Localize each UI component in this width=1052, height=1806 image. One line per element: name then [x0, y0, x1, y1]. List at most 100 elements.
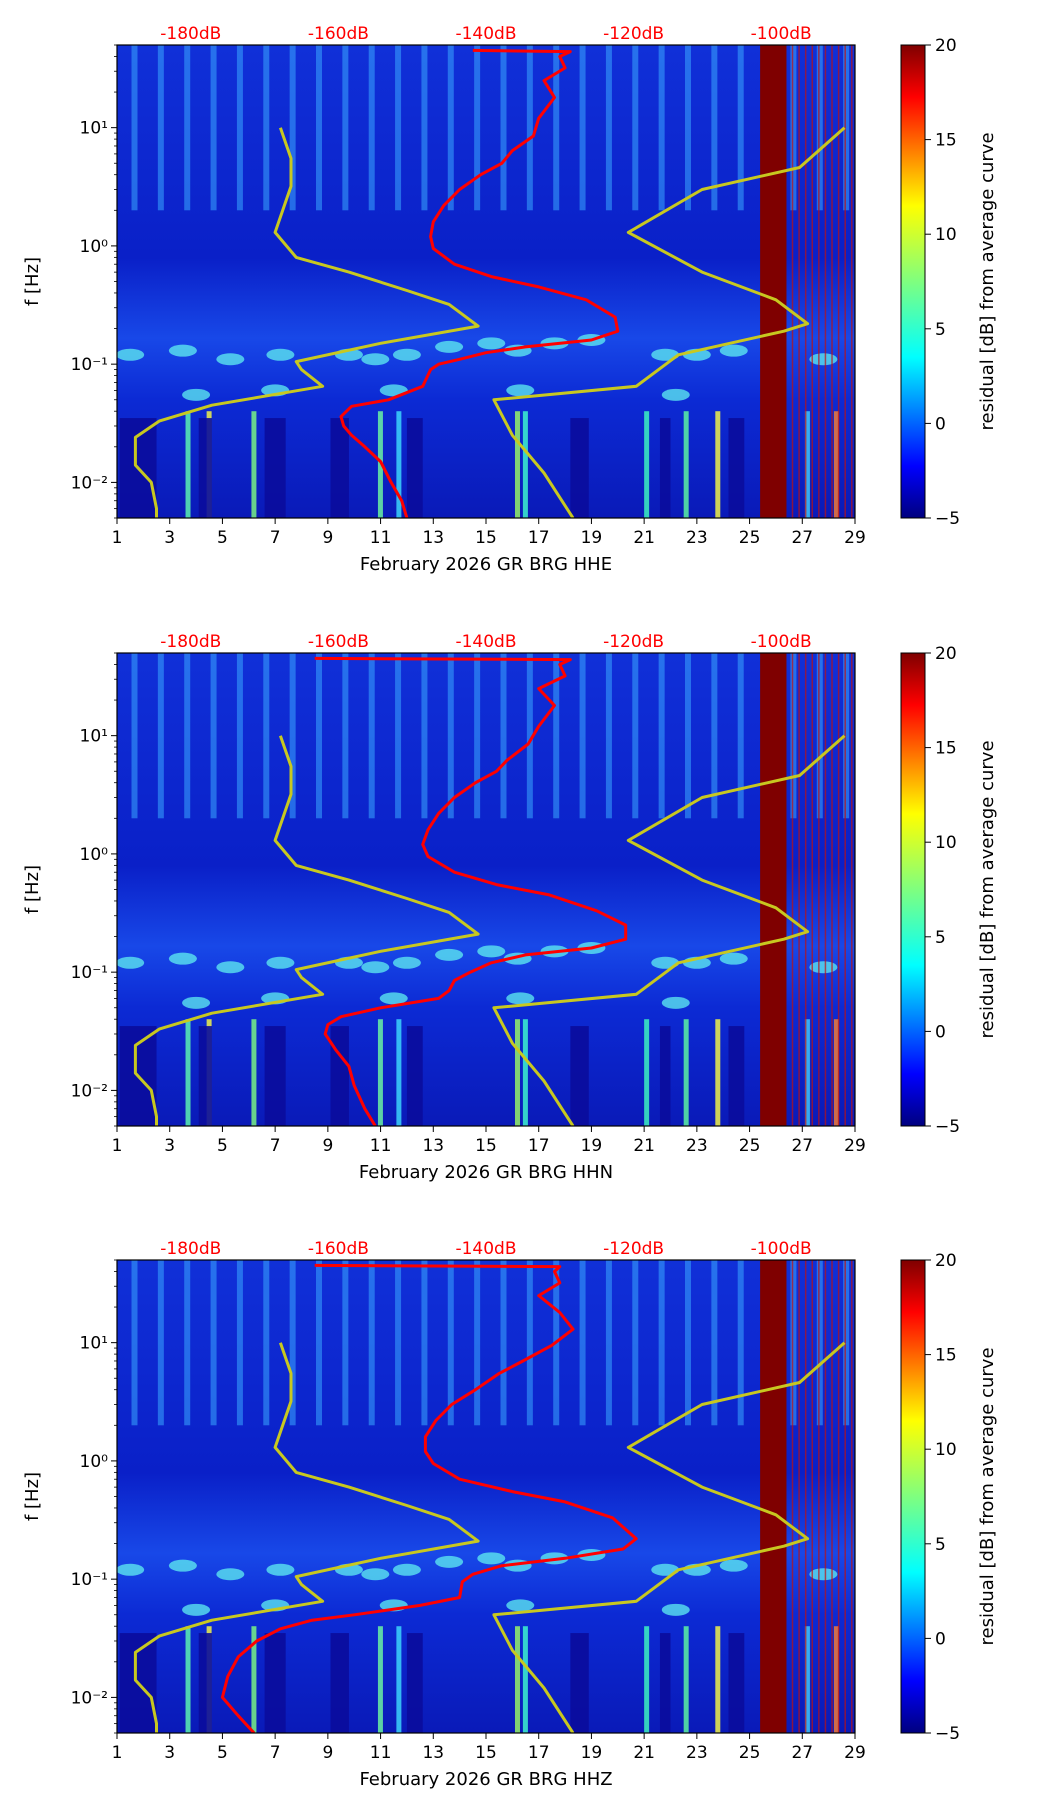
- noise-model-curve: [492, 126, 846, 518]
- microseism-blob: [117, 348, 145, 361]
- transient-column: [251, 411, 257, 518]
- daily-noise-stripe: [421, 653, 428, 819]
- quiet-band: [659, 1026, 671, 1126]
- x-tick-label: 17: [528, 1743, 550, 1763]
- saturated-trace: [798, 1260, 800, 1733]
- plot-area: [117, 653, 855, 1126]
- microseism-blob: [719, 952, 748, 965]
- daily-noise-stripe: [184, 1260, 191, 1426]
- saturated-trace: [818, 653, 820, 1126]
- saturated-trace: [844, 45, 846, 518]
- daily-noise-stripe: [210, 45, 217, 211]
- quiet-band: [198, 1026, 212, 1126]
- saturated-trace: [818, 1260, 820, 1733]
- daily-noise-stripe: [368, 1260, 375, 1426]
- quiet-band: [264, 1026, 286, 1126]
- microseism-blob: [216, 1568, 245, 1581]
- microseism-blob: [435, 340, 464, 353]
- quiet-band: [728, 1633, 745, 1733]
- transient-column: [522, 1019, 528, 1126]
- quiet-band: [406, 1026, 423, 1126]
- transient-column: [522, 411, 528, 518]
- x-tick-label: 9: [322, 528, 333, 548]
- saturated-trace: [824, 653, 827, 1126]
- colorbar-tick-label: 10: [935, 1440, 957, 1460]
- transient-column: [833, 1626, 839, 1733]
- noise-model-curve: [133, 735, 480, 1126]
- x-tick-label: 15: [475, 1743, 497, 1763]
- microseism-blob: [661, 1603, 690, 1616]
- transient-column: [396, 411, 402, 518]
- transient-column: [644, 1019, 650, 1126]
- db-scale-label: -160dB: [308, 1239, 369, 1259]
- saturated-trace: [798, 45, 800, 518]
- y-axis-label: f [Hz]: [22, 865, 43, 914]
- daily-noise-stripe: [474, 653, 481, 819]
- colorbar: [900, 652, 926, 1127]
- daily-noise-stripe: [579, 653, 586, 819]
- daily-noise-stripe: [843, 653, 850, 819]
- quiet-band: [570, 1633, 589, 1733]
- transient-column: [715, 411, 721, 518]
- x-tick-label: 19: [581, 528, 603, 548]
- colorbar-tick-label: 10: [935, 225, 957, 245]
- daily-noise-stripe: [737, 653, 744, 819]
- x-tick-label: 13: [422, 1743, 444, 1763]
- daily-noise-stripe: [816, 653, 823, 819]
- daily-noise-stripe: [157, 1260, 164, 1426]
- daily-noise-stripe: [500, 1260, 507, 1426]
- daily-noise-stripe: [500, 45, 507, 211]
- daily-noise-stripe: [131, 1260, 138, 1426]
- average-psd-curve: [314, 656, 628, 1126]
- microseism-blob: [506, 1599, 535, 1612]
- db-scale-label: -180dB: [160, 24, 221, 44]
- x-tick-label: 27: [791, 1743, 813, 1763]
- y-tick-label: 10⁰: [80, 1452, 109, 1472]
- daily-noise-stripe: [131, 653, 138, 819]
- x-tick-label: 1: [112, 528, 123, 548]
- x-tick-label: 19: [581, 1136, 603, 1156]
- daily-noise-stripe: [315, 653, 322, 819]
- microseism-blob: [661, 388, 690, 401]
- x-tick-label: 7: [270, 1136, 281, 1156]
- daily-noise-stripe: [526, 1260, 533, 1426]
- x-tick-label: 3: [164, 1136, 175, 1156]
- noise-model-curve: [133, 1342, 480, 1733]
- daily-noise-stripe: [236, 653, 243, 819]
- saturated-trace: [791, 653, 794, 1126]
- saturated-trace: [791, 45, 794, 518]
- db-scale-label: -100dB: [751, 1239, 812, 1259]
- microseism-blob: [266, 1563, 295, 1576]
- quiet-band: [570, 1026, 589, 1126]
- microseism-blob: [168, 952, 197, 965]
- microseism-blob: [661, 996, 690, 1009]
- microseism-blob: [435, 1555, 464, 1568]
- quiet-band: [728, 418, 745, 518]
- daily-noise-stripe: [236, 45, 243, 211]
- daily-noise-stripe: [342, 45, 349, 211]
- x-tick-label: 13: [422, 1136, 444, 1156]
- colorbar-tick-label: 0: [935, 1022, 946, 1042]
- x-tick-label: 29: [844, 1743, 866, 1763]
- microseism-blob: [361, 353, 390, 366]
- transient-column: [715, 1626, 721, 1733]
- plot-area: [117, 45, 855, 518]
- daily-noise-stripe: [184, 653, 191, 819]
- daily-noise-stripe: [315, 45, 322, 211]
- y-tick-label: 10⁻²: [71, 1688, 108, 1708]
- daily-noise-stripe: [289, 45, 296, 211]
- quiet-band: [330, 418, 349, 518]
- daily-noise-stripe: [579, 1260, 586, 1426]
- x-tick-label: 29: [844, 528, 866, 548]
- transient-column: [396, 1626, 402, 1733]
- db-scale-label: -120dB: [603, 1239, 664, 1259]
- x-tick-label: 25: [739, 528, 761, 548]
- colorbar-label: residual [dB] from average curve: [977, 1347, 998, 1645]
- y-tick-label: 10⁻¹: [71, 963, 108, 983]
- daily-noise-stripe: [263, 653, 270, 819]
- daily-noise-stripe: [632, 45, 639, 211]
- noise-model-curve: [492, 1341, 846, 1733]
- saturated-trace: [851, 1260, 853, 1733]
